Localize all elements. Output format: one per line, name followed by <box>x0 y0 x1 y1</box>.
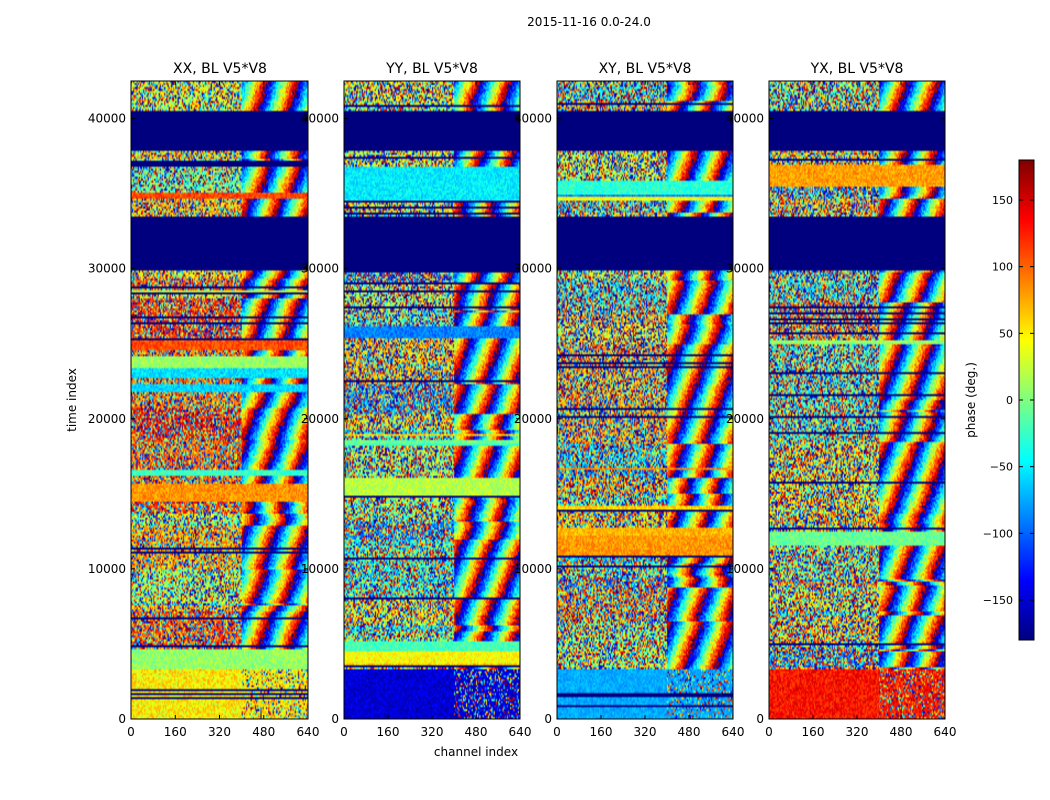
panel-yy-title: YY, BL V5*V8 <box>385 61 478 77</box>
x-tick-label: 480 <box>465 725 488 739</box>
x-tick-label: 160 <box>802 725 825 739</box>
x-tick-label: 160 <box>377 725 400 739</box>
y-tick-label: 0 <box>118 712 126 726</box>
panel-yx-title: YX, BL V5*V8 <box>810 61 904 77</box>
colorbar-tick-label: 100 <box>992 261 1013 274</box>
panel-yy-yticks: 0 10000 20000 30000 40000 <box>301 112 520 726</box>
y-tick-label: 40000 <box>88 112 126 126</box>
x-tick-label: 480 <box>252 725 275 739</box>
y-tick-label: 0 <box>331 712 339 726</box>
x-tick-label: 320 <box>634 725 657 739</box>
x-tick-label: 640 <box>722 725 745 739</box>
x-tick-label: 640 <box>934 725 957 739</box>
y-tick-label: 0 <box>544 712 552 726</box>
colorbar-tick-label: 50 <box>999 327 1013 340</box>
y-tick-label: 40000 <box>514 112 552 126</box>
y-tick-label: 40000 <box>301 112 339 126</box>
x-tick-label: 640 <box>509 725 532 739</box>
figure-suptitle: 2015-11-16 0.0-24.0 <box>527 15 651 29</box>
panel-xx-yticks: 0 10000 20000 30000 40000 <box>88 112 308 726</box>
panel-xx: XX, BL V5*V8 time index 0 160 320 480 640 0 1… <box>65 61 319 739</box>
colorbar-tick-label: 0 <box>1006 394 1013 407</box>
x-tick-label: 640 <box>297 725 320 739</box>
panel-xy-heatmap <box>557 81 733 719</box>
y-tick-label: 20000 <box>301 412 339 426</box>
y-tick-label: 30000 <box>726 262 764 276</box>
panel-xx-ylabel: time index <box>65 368 79 432</box>
y-tick-label: 20000 <box>514 412 552 426</box>
panel-yy-heatmap <box>344 81 520 719</box>
colorbar-label: phase (deg.) <box>964 362 978 438</box>
x-tick-label: 480 <box>678 725 701 739</box>
panel-xy: XY, BL V5*V8 0 160 320 480 640 0 10000 20000 30… <box>514 61 745 739</box>
colorbar-tick-label: −150 <box>983 594 1013 607</box>
panel-yx-heatmap <box>769 81 945 719</box>
x-tick-label: 160 <box>590 725 613 739</box>
panel-yx-yticks: 0 10000 20000 30000 40000 <box>726 112 945 726</box>
panel-xx-heatmap <box>131 81 308 719</box>
colorbar-ticks: 150 100 50 0 −50 −100 −150 <box>983 194 1034 607</box>
panel-xy-xticks: 0 160 320 480 640 <box>553 81 744 739</box>
panel-yy-xticks: 0 160 320 480 640 <box>340 81 531 739</box>
colorbar-tick-label: −100 <box>983 527 1013 540</box>
y-tick-label: 30000 <box>514 262 552 276</box>
panel-xx-xticks: 0 160 320 480 640 <box>127 81 319 739</box>
x-tick-label: 160 <box>164 725 187 739</box>
panel-yy: YY, BL V5*V8 channel index 0 160 320 480 640… <box>301 61 532 759</box>
y-tick-label: 10000 <box>88 562 126 576</box>
x-tick-label: 0 <box>765 725 773 739</box>
x-tick-label: 0 <box>127 725 135 739</box>
panel-xx-title: XX, BL V5*V8 <box>173 61 267 77</box>
panel-yx: YX, BL V5*V8 0 160 320 480 640 0 10000 20000 30… <box>726 61 957 739</box>
panel-yy-xlabel: channel index <box>434 745 518 759</box>
y-tick-label: 30000 <box>301 262 339 276</box>
y-tick-label: 0 <box>756 712 764 726</box>
y-tick-label: 10000 <box>726 562 764 576</box>
y-tick-label: 20000 <box>88 412 126 426</box>
y-tick-label: 30000 <box>88 262 126 276</box>
x-tick-label: 480 <box>890 725 913 739</box>
x-tick-label: 0 <box>553 725 561 739</box>
panel-xy-title: XY, BL V5*V8 <box>599 61 692 77</box>
panel-yx-xticks: 0 160 320 480 640 <box>765 81 956 739</box>
y-tick-label: 10000 <box>301 562 339 576</box>
x-tick-label: 320 <box>846 725 869 739</box>
x-tick-label: 0 <box>340 725 348 739</box>
x-tick-label: 320 <box>208 725 231 739</box>
y-tick-label: 10000 <box>514 562 552 576</box>
colorbar-tick-label: 150 <box>992 194 1013 207</box>
y-tick-label: 40000 <box>726 112 764 126</box>
colorbar: 150 100 50 0 −50 −100 −150 phase (deg.) <box>964 159 1035 641</box>
y-tick-label: 20000 <box>726 412 764 426</box>
panel-xy-yticks: 0 10000 20000 30000 40000 <box>514 112 733 726</box>
colorbar-tick-label: −50 <box>990 461 1013 474</box>
x-tick-label: 320 <box>421 725 444 739</box>
